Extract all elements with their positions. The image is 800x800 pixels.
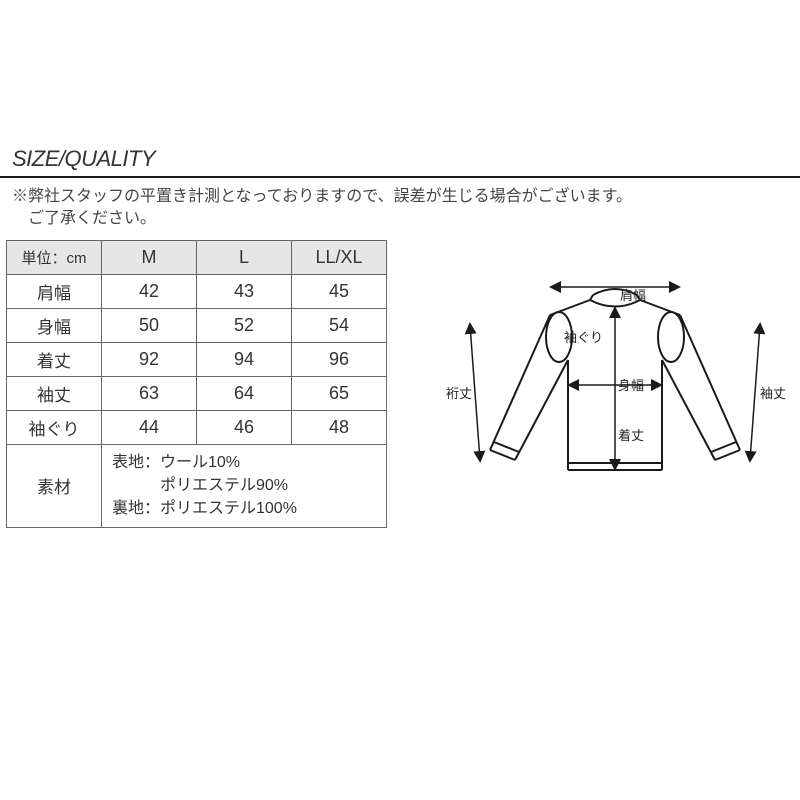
material-line-2: ポリエステル90%	[112, 477, 288, 494]
cell: 50	[102, 309, 197, 343]
table-header-row: 単位：cm M L LL/XL	[7, 241, 387, 275]
size-header: M	[102, 241, 197, 275]
row-label: 袖ぐり	[7, 411, 102, 445]
size-table: 単位：cm M L LL/XL 肩幅 42 43 45 身幅 50 52 54 …	[6, 240, 387, 528]
table-row: 肩幅 42 43 45	[7, 275, 387, 309]
cell: 54	[292, 309, 387, 343]
table-row: 身幅 50 52 54	[7, 309, 387, 343]
note-line-1: ※弊社スタッフの平置き計測となっておりますので、誤差が生じる場合がございます。	[12, 188, 632, 205]
unit-header: 単位：cm	[7, 241, 102, 275]
diagram-label-sleeve-right: 袖丈	[760, 383, 786, 402]
diagram-label-armhole: 袖ぐり	[564, 327, 603, 346]
cell: 46	[197, 411, 292, 445]
cell: 43	[197, 275, 292, 309]
table-row: 袖丈 63 64 65	[7, 377, 387, 411]
table-row: 袖ぐり 44 46 48	[7, 411, 387, 445]
diagram-label-length: 着丈	[618, 425, 644, 444]
size-header: LL/XL	[292, 241, 387, 275]
cell: 64	[197, 377, 292, 411]
table-row: 着丈 92 94 96	[7, 343, 387, 377]
cell: 44	[102, 411, 197, 445]
diagram-label-body-width: 身幅	[618, 375, 644, 394]
diagram-label-sleeve-left: 裄丈	[446, 383, 472, 402]
cell: 42	[102, 275, 197, 309]
section-title: SIZE/QUALITY	[0, 142, 800, 172]
material-row: 素材 表地：ウール10% ポリエステル90% 裏地：ポリエステル100%	[7, 445, 387, 528]
material-line-3: 裏地：ポリエステル100%	[112, 500, 297, 517]
diagram-label-shoulder: 肩幅	[620, 285, 646, 304]
cell: 52	[197, 309, 292, 343]
cell: 96	[292, 343, 387, 377]
material-line-1: 表地：ウール10%	[112, 454, 240, 471]
measurement-note: ※弊社スタッフの平置き計測となっておりますので、誤差が生じる場合がございます。 …	[12, 186, 632, 231]
material-cell: 表地：ウール10% ポリエステル90% 裏地：ポリエステル100%	[102, 445, 387, 528]
cell: 63	[102, 377, 197, 411]
row-label: 肩幅	[7, 275, 102, 309]
cell: 92	[102, 343, 197, 377]
row-label: 袖丈	[7, 377, 102, 411]
garment-diagram: 肩幅 袖ぐり 身幅 着丈 裄丈 袖丈	[440, 265, 790, 505]
cell: 48	[292, 411, 387, 445]
note-line-2: ご了承ください。	[12, 210, 156, 227]
cell: 45	[292, 275, 387, 309]
row-label: 身幅	[7, 309, 102, 343]
garment-svg	[440, 265, 790, 505]
cell: 94	[197, 343, 292, 377]
row-label: 着丈	[7, 343, 102, 377]
size-header: L	[197, 241, 292, 275]
section-header: SIZE/QUALITY	[0, 142, 800, 178]
cell: 65	[292, 377, 387, 411]
material-label: 素材	[7, 445, 102, 528]
